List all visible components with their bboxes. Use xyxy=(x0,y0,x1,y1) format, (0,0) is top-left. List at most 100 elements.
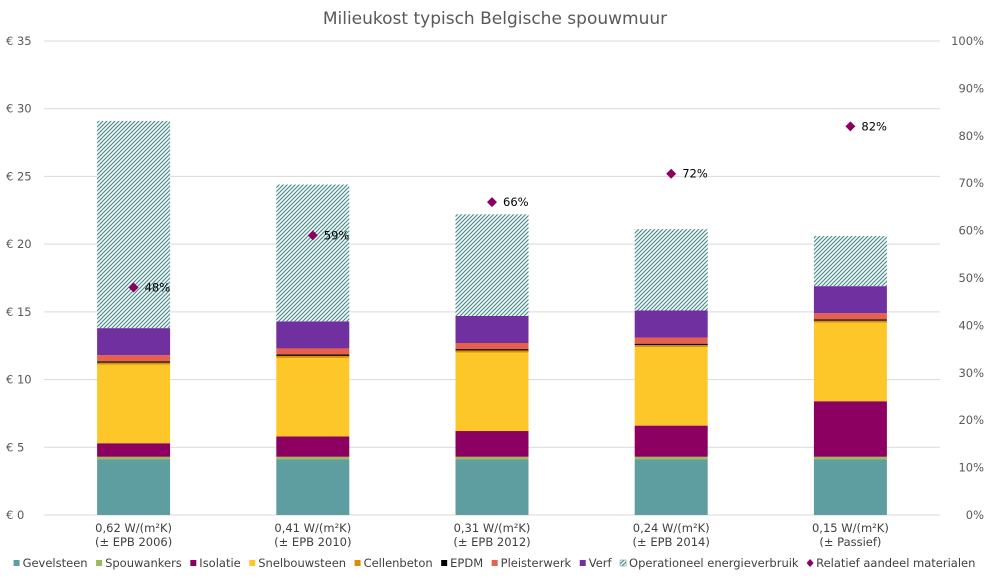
legend-label: Verf xyxy=(589,556,613,570)
y-left-tick-label: € 0 xyxy=(6,508,24,522)
bar-segment xyxy=(813,319,887,321)
bar-segment xyxy=(97,456,171,460)
bar-segment xyxy=(97,364,171,444)
data-label: 48% xyxy=(145,280,171,294)
y-right-tick-label: 10% xyxy=(958,461,984,475)
bar-segment xyxy=(634,459,708,515)
y-left-tick-label: € 30 xyxy=(6,102,32,116)
data-point xyxy=(487,197,497,208)
x-tick-label: 0,24 W/(m²K) xyxy=(633,521,710,535)
data-point xyxy=(307,230,318,241)
bar-segment xyxy=(97,355,171,362)
bar-segment xyxy=(276,184,350,322)
legend-label: Operationeel energieverbruik xyxy=(629,556,799,570)
legend-label: Gevelsteen xyxy=(23,556,88,570)
bar-segment xyxy=(455,315,529,344)
bars xyxy=(97,120,887,515)
y-right-tick-label: 50% xyxy=(958,271,984,285)
legend-swatch xyxy=(96,560,103,566)
bar-segment xyxy=(276,459,350,515)
bar-segment xyxy=(634,229,708,311)
legend-label: Pleisterwerk xyxy=(501,556,572,570)
bar-segment xyxy=(813,236,887,287)
bar-segment xyxy=(276,357,350,437)
y-left-tick-label: € 35 xyxy=(6,34,32,48)
bar-segment xyxy=(455,456,529,460)
bar-segment xyxy=(97,362,171,365)
y-right-tick-label: 60% xyxy=(958,224,984,238)
bar-segment xyxy=(634,310,708,338)
relative-share-points: 48% 59% 66% 72% 82% xyxy=(128,119,887,294)
y-right-tick-label: 0% xyxy=(966,508,984,522)
bar-segment xyxy=(634,347,708,426)
y-right-tick-label: 30% xyxy=(958,366,984,380)
y-right-tick-label: 70% xyxy=(958,176,984,190)
data-label: 59% xyxy=(324,228,350,242)
bar-segment xyxy=(455,459,529,515)
x-axis: 0,62 W/(m²K)(± EPB 2006)0,41 W/(m²K)(± E… xyxy=(95,521,889,549)
data-label: 66% xyxy=(503,195,529,209)
chart-title: Milieukost typisch Belgische spouwmuur xyxy=(323,9,667,29)
legend: Gevelsteen Spouwankers Isolatie Snelbouwste… xyxy=(13,556,975,570)
y-left-tick-label: € 20 xyxy=(6,237,32,251)
data-point xyxy=(666,168,677,179)
bar-segment xyxy=(97,328,171,356)
bar-segment xyxy=(97,459,171,515)
bar-segment xyxy=(813,456,887,460)
legend-label: Relatief aandeel materialen xyxy=(816,556,975,570)
bar-segment xyxy=(97,443,171,457)
legend-swatch xyxy=(249,560,256,566)
y-right-tick-label: 80% xyxy=(958,129,984,143)
bar-segment xyxy=(455,431,529,457)
y-left-tick-label: € 15 xyxy=(6,305,32,319)
bar-segment xyxy=(455,349,529,351)
bar-segment xyxy=(813,459,887,515)
x-tick-label: (± EPB 2006) xyxy=(95,535,172,549)
bar-segment xyxy=(455,343,529,350)
y-right-tick-label: 100% xyxy=(951,34,984,48)
y-left-tick-label: € 10 xyxy=(6,373,32,387)
y-left-tick-label: € 5 xyxy=(6,440,24,454)
bar-segment xyxy=(276,354,350,356)
x-tick-label: (± EPB 2012) xyxy=(453,535,530,549)
y-left-tick-label: € 25 xyxy=(6,169,32,183)
bar-segment xyxy=(813,286,887,314)
legend-swatch xyxy=(13,560,20,566)
bar-segment xyxy=(455,350,529,353)
bar-segment xyxy=(276,436,350,457)
bar-segment xyxy=(97,120,171,329)
bar-segment xyxy=(813,320,887,323)
legend-label: Cellenbeton xyxy=(364,556,433,570)
bar-segment xyxy=(634,425,708,457)
bar-segment xyxy=(276,321,350,349)
bar-segment xyxy=(634,337,708,344)
legend-label: EPDM xyxy=(450,556,483,570)
bar-segment xyxy=(813,313,887,320)
x-tick-label: (± EPB 2010) xyxy=(274,535,351,549)
x-tick-label: 0,15 W/(m²K) xyxy=(812,521,889,535)
bar-segment xyxy=(634,343,708,346)
y-right-tick-label: 20% xyxy=(958,413,984,427)
legend-swatch xyxy=(619,559,627,567)
x-tick-label: 0,62 W/(m²K) xyxy=(95,521,172,535)
bar-segment xyxy=(276,348,350,355)
bar-segment xyxy=(813,322,887,402)
x-tick-label: 0,41 W/(m²K) xyxy=(274,521,351,535)
x-tick-label: (± EPB 2014) xyxy=(633,535,710,549)
bar-segment xyxy=(813,401,887,457)
legend-label: Spouwankers xyxy=(105,556,182,570)
bar-segment xyxy=(455,352,529,432)
legend-swatch xyxy=(441,560,448,566)
y-right-tick-label: 90% xyxy=(958,81,984,95)
bar-segment xyxy=(97,361,171,363)
x-tick-label: (± Passief) xyxy=(819,535,881,549)
data-point xyxy=(128,282,139,293)
legend-label: Snelbouwsteen xyxy=(258,556,346,570)
legend-swatch xyxy=(190,560,197,566)
legend-swatch xyxy=(491,560,498,566)
bar-segment xyxy=(455,214,529,316)
x-tick-label: 0,31 W/(m²K) xyxy=(454,521,531,535)
data-point xyxy=(845,121,856,132)
legend-swatch xyxy=(806,559,814,567)
